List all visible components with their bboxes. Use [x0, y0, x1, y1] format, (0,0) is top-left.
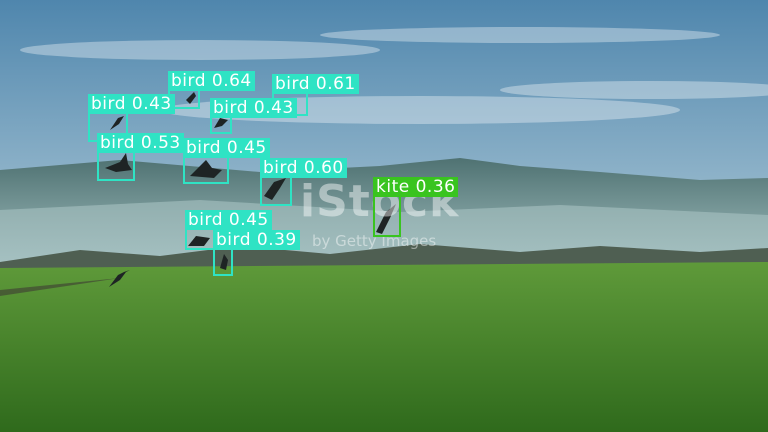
- detection-box-kite: kite 0.36: [373, 177, 459, 237]
- detection-box-bird: bird 0.43: [88, 94, 175, 142]
- detection-label: bird 0.60: [260, 158, 347, 178]
- detection-box-bird: bird 0.53: [97, 133, 184, 181]
- detection-box-bird: bird 0.60: [260, 158, 347, 206]
- detection-label: bird 0.45: [183, 138, 270, 158]
- detection-label: bird 0.61: [272, 74, 359, 94]
- detection-label: bird 0.64: [168, 71, 255, 91]
- detection-label: kite 0.36: [373, 177, 459, 197]
- detection-box-bird: bird 0.61: [272, 74, 359, 116]
- detection-label: bird 0.53: [97, 133, 184, 153]
- detection-box-bird: bird 0.45: [185, 210, 272, 250]
- detection-box-bird: bird 0.39: [213, 230, 300, 276]
- detection-label: bird 0.39: [213, 230, 300, 250]
- detection-label: bird 0.43: [210, 98, 297, 118]
- detection-box-bird: bird 0.64: [168, 71, 255, 109]
- detection-box-bird: bird 0.45: [183, 138, 270, 184]
- watermark-credit: by Getty Images: [312, 232, 437, 250]
- detection-label: bird 0.43: [88, 94, 175, 114]
- detection-box-bird: bird 0.43: [210, 98, 297, 134]
- detection-label: bird 0.45: [185, 210, 272, 230]
